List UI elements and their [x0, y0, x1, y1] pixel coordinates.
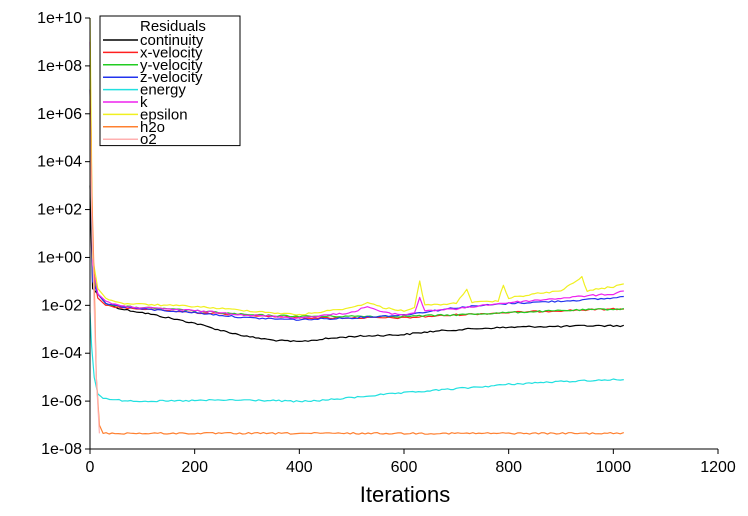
legend-label-y-velocity: y-velocity — [140, 57, 203, 74]
series-line-h2o — [89, 89, 624, 435]
series-line-z-velocity — [89, 89, 624, 321]
legend-label-h2o: h2o — [140, 119, 165, 136]
y-tick-label: 1e-06 — [41, 393, 82, 410]
x-tick-label: 800 — [495, 459, 522, 476]
y-tick-label: 1e+04 — [37, 154, 82, 171]
x-tick-label: 200 — [181, 459, 208, 476]
series-line-epsilon — [89, 17, 624, 316]
plot-lines — [89, 17, 625, 435]
x-tick-label: 600 — [391, 459, 418, 476]
x-tick-label: 400 — [286, 459, 313, 476]
legend-label-x-velocity: x-velocity — [140, 44, 203, 61]
series-line-continuity — [89, 185, 625, 343]
legend-label-k: k — [140, 94, 148, 111]
y-tick-label: 1e+10 — [37, 10, 82, 27]
y-tick-label: 1e-04 — [41, 345, 82, 362]
legend-label-z-velocity: z-velocity — [140, 69, 203, 86]
series-line-energy — [89, 312, 624, 403]
legend: Residualscontinuityx-velocityy-velocityz… — [99, 15, 241, 148]
y-tick-label: 1e+06 — [37, 106, 82, 123]
legend-label-o2: o2 — [140, 131, 157, 148]
x-axis-title: Iterations — [360, 482, 451, 507]
x-tick-label: 1200 — [700, 459, 736, 476]
y-tick-label: 1e-08 — [41, 441, 82, 458]
x-tick-label: 0 — [86, 459, 95, 476]
legend-label-continuity: continuity — [140, 32, 204, 49]
x-tick-label: 1000 — [596, 459, 632, 476]
series-line-o2 — [89, 113, 100, 434]
legend-label-energy: energy — [140, 82, 186, 99]
legend-title: Residuals — [140, 18, 206, 35]
series-line-k — [89, 41, 624, 319]
legend-box — [99, 15, 241, 147]
ticks: 0 200 400 600 800 1000 1200 1e-08 1e-06 1e-04 1e-0… — [37, 10, 736, 476]
y-tick-label: 1e-02 — [41, 297, 82, 314]
y-tick-label: 1e+08 — [37, 58, 82, 75]
legend-label-epsilon: epsilon — [140, 106, 188, 123]
y-tick-label: 1e+00 — [37, 249, 82, 266]
y-tick-label: 1e+02 — [37, 202, 82, 219]
